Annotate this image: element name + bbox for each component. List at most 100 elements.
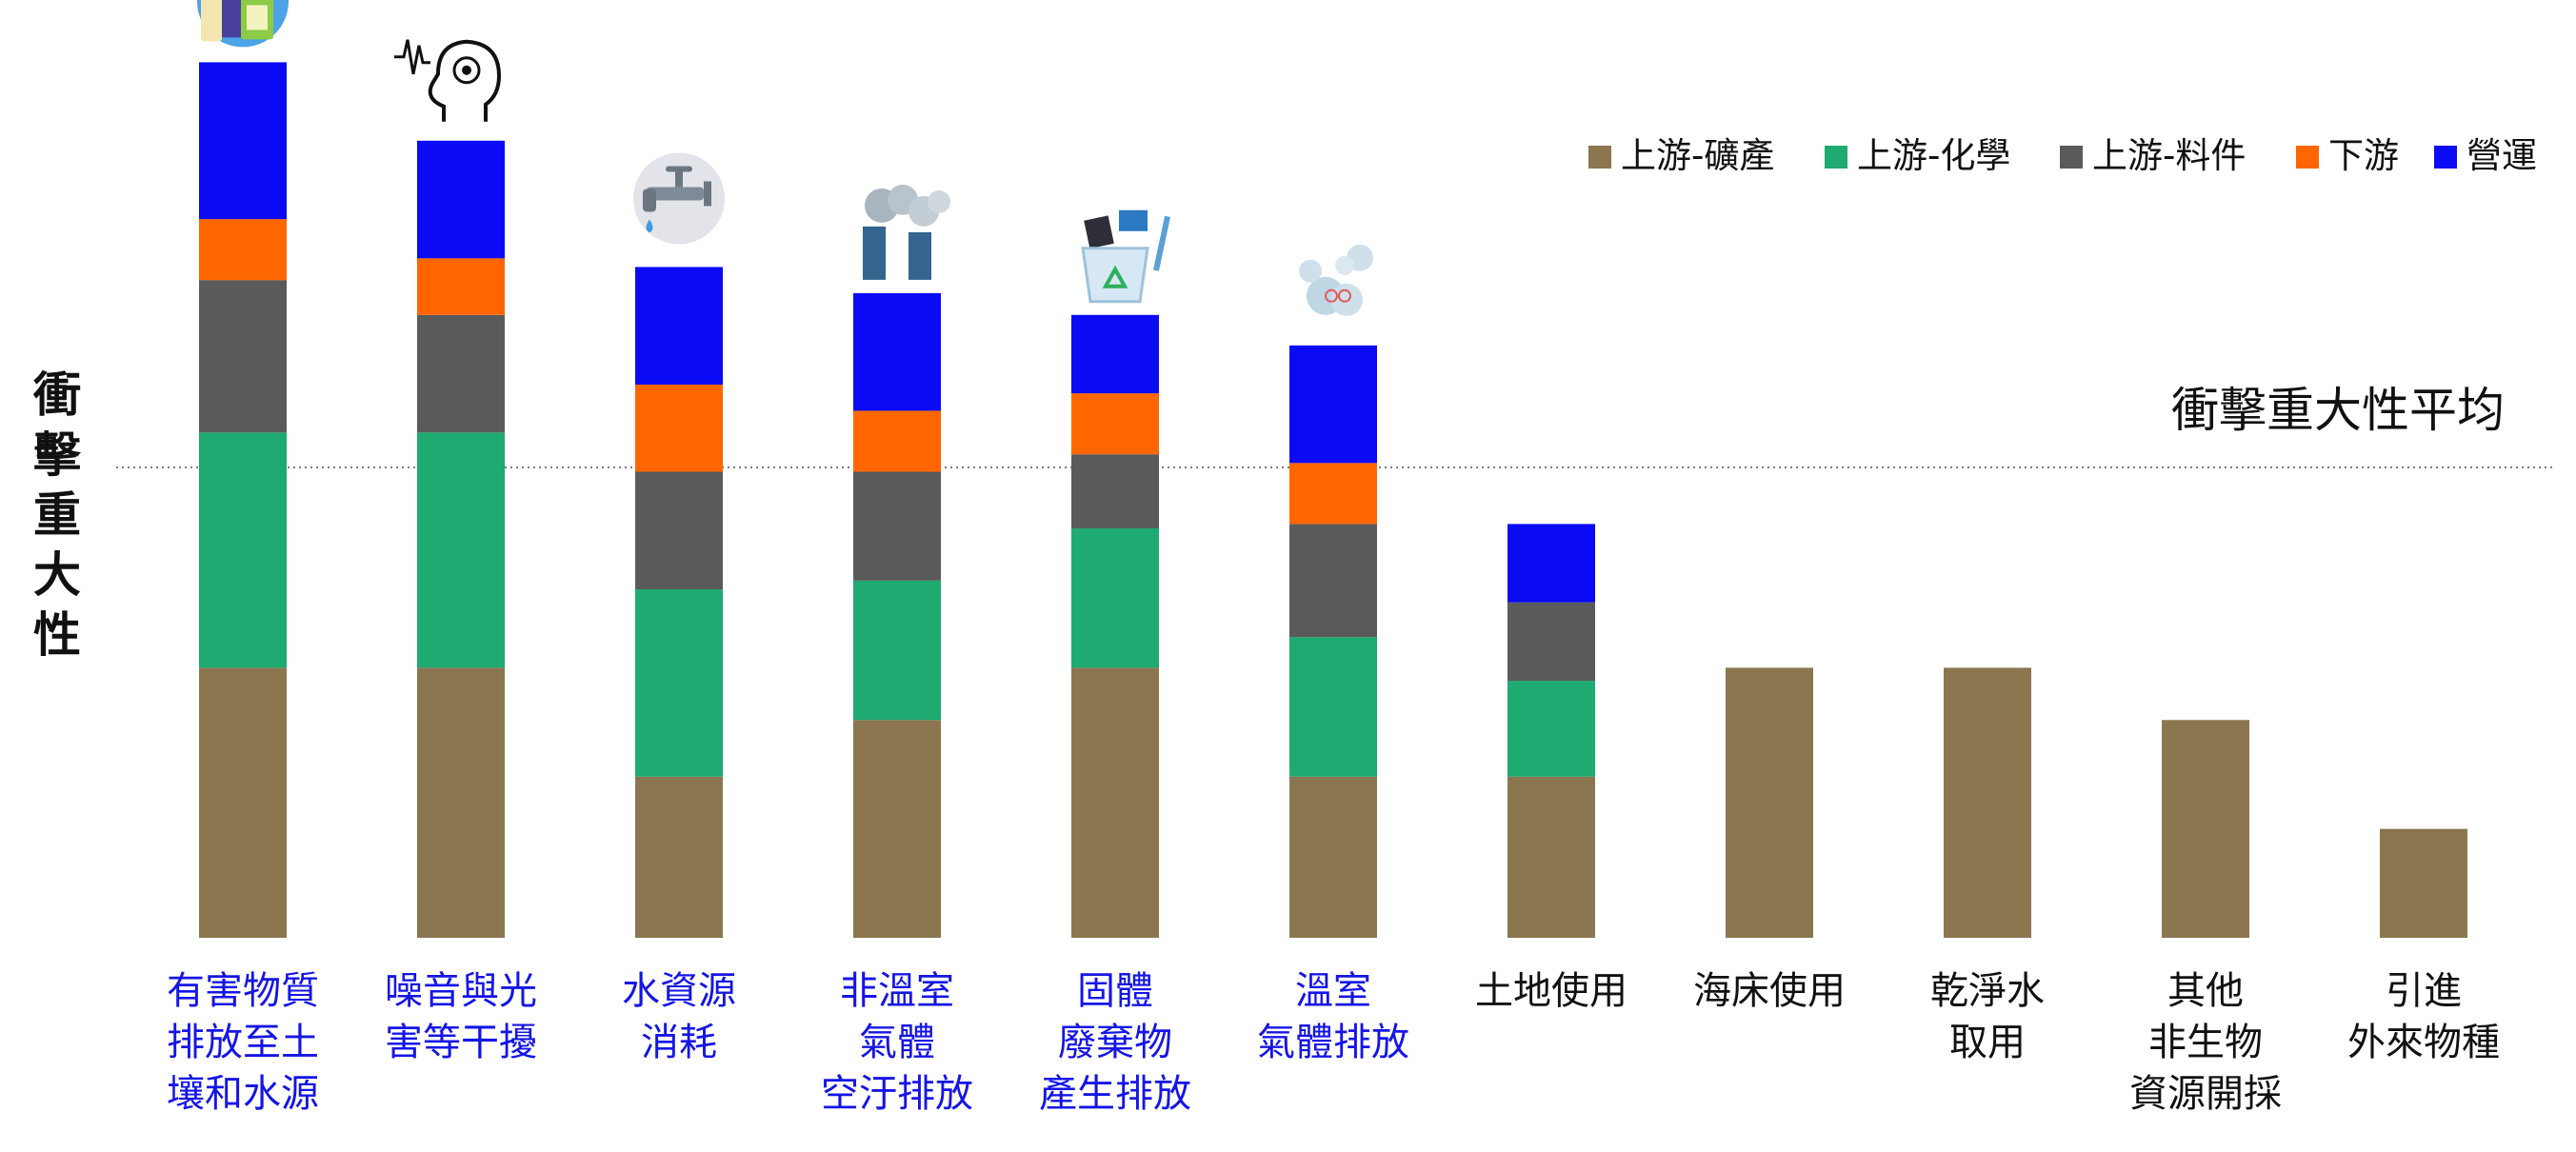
category-label-line: 引進 [2386,969,2462,1013]
category-label: 噪音與光害等干擾 [385,969,537,1064]
bar-segment [635,384,723,472]
legend-swatch [1588,146,1611,169]
category-label-line: 空汙排放 [821,1072,973,1116]
category-label-line: 土地使用 [1475,969,1627,1013]
bar-segment [417,314,505,433]
bar-segment [635,589,723,777]
category-label-line: 產生排放 [1039,1072,1191,1116]
chemical-bottles-icon [197,0,289,48]
category-label-line: 非生物 [2148,1021,2263,1064]
bar-segment [853,410,941,472]
y-axis-label-char: 擊 [33,427,82,483]
bar-segment [199,280,287,433]
y-axis-label-char: 大 [33,547,81,603]
category-labels: 有害物質排放至土壤和水源噪音與光害等干擾水資源消耗非溫室氣體空汙排放固體廢棄物產… [167,969,2500,1116]
bar-segment [2380,828,2467,938]
category-label-line: 溫室 [1295,969,1371,1013]
factory-smoke-icon [863,184,950,280]
bar-segment [417,258,505,315]
bar-segment [1508,602,1595,682]
category-label-line: 非溫室 [840,969,954,1013]
category-label: 乾淨水取用 [1930,969,2045,1064]
category-label-line: 氣體 [859,1021,935,1064]
bar-segment [1508,776,1595,938]
y-axis-label-char: 衝 [32,367,81,423]
bar-segment [1289,524,1377,638]
category-label-line: 氣體排放 [1257,1021,1409,1064]
category-label-line: 壤和水源 [167,1072,319,1116]
bar-segment [417,432,505,668]
bar-segment [853,720,941,938]
category-label: 非溫室氣體空汙排放 [821,969,973,1116]
icons-group [197,0,1373,316]
legend-swatch [2060,146,2083,169]
category-label-line: 有害物質 [167,969,319,1013]
bar-segment [1289,776,1377,938]
bar-segment [635,471,723,589]
bar-segment [1508,524,1595,603]
category-label-line: 其他 [2167,969,2244,1013]
category-label: 有害物質排放至土壤和水源 [167,969,319,1116]
legend-label: 營運 [2466,135,2537,176]
category-label-line: 乾淨水 [1930,969,2045,1013]
legend-label: 下游 [2328,135,2399,176]
category-label-line: 取用 [1949,1021,2026,1064]
category-label-line: 資源開採 [2129,1072,2282,1116]
category-label-line: 水資源 [622,969,736,1013]
category-label-line: 外來物種 [2347,1021,2500,1064]
bar-segment [1071,527,1159,668]
legend-swatch [1825,146,1847,169]
category-label: 海床使用 [1693,969,1846,1013]
bar-segment [635,776,723,938]
bar-segment [853,471,941,581]
bar-segment [1726,667,1813,938]
category-label: 土地使用 [1475,969,1627,1013]
bar-segment [199,219,287,281]
category-label-line: 噪音與光 [385,969,537,1013]
category-label: 其他非生物資源開採 [2129,969,2282,1116]
bar-segment [199,432,287,668]
bar-segment [1071,314,1159,394]
y-axis-label-char: 重 [33,487,81,543]
category-label-line: 廢棄物 [1058,1021,1172,1064]
category-label: 固體廢棄物產生排放 [1039,969,1191,1116]
head-noise-icon [394,39,502,122]
bar-segment [853,292,941,411]
legend-swatch [2296,146,2319,169]
legend: 上游-礦產 上游-化學 上游-料件 下游 營運 [1588,135,2537,176]
average-label: 衝擊重大性平均 [2171,383,2505,438]
y-axis-label-char: 性 [33,607,81,663]
bar-segment [1289,345,1377,464]
bar-segment [417,667,505,938]
bar-segment [2162,720,2249,938]
bar-segment [1289,637,1377,777]
bar-segment [417,140,505,259]
co2-cloud-icon [1299,244,1373,316]
category-label-line: 固體 [1077,969,1153,1013]
bar-segment [1944,667,2031,938]
bar-segment [1289,463,1377,525]
category-label-line: 海床使用 [1693,969,1846,1013]
bar-segment [853,580,941,721]
bar-segment [1071,454,1159,528]
y-axis-label: 衝擊重大性 [32,367,82,663]
legend-label: 上游-礦產 [1621,135,1774,176]
category-label-line: 排放至土 [167,1021,319,1064]
category-label: 溫室氣體排放 [1257,969,1409,1064]
water-faucet-icon [633,152,725,245]
bar-segment [1071,667,1159,938]
bar-segment [1071,393,1159,455]
category-label-line: 消耗 [641,1021,717,1064]
bar-segment [635,267,723,385]
category-label: 水資源消耗 [622,969,736,1064]
bar-segment [199,62,287,220]
recycle-bin-icon [1081,209,1170,304]
bar-segment [1508,681,1595,777]
bar-segment [199,667,287,938]
bars-group [199,62,2467,938]
legend-label: 上游-化學 [1857,135,2010,176]
legend-swatch [2434,146,2457,169]
legend-label: 上游-料件 [2092,135,2246,176]
category-label: 引進外來物種 [2347,969,2500,1064]
